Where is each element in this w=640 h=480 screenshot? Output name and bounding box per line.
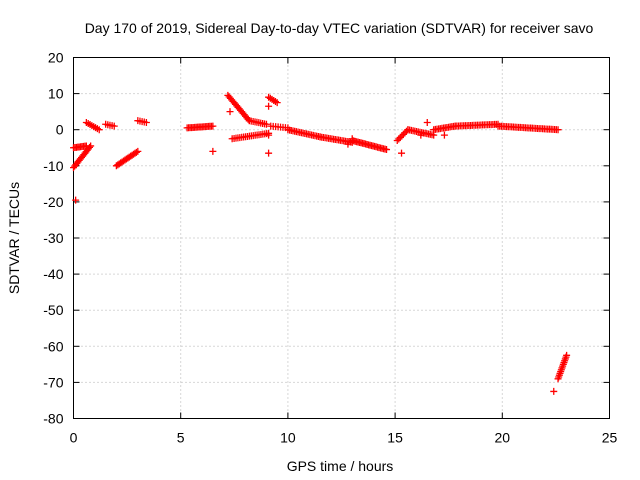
data-point: [396, 133, 404, 141]
data-point: [86, 143, 94, 151]
data-point: [142, 118, 150, 126]
data-point: [398, 149, 406, 157]
data-point: [95, 126, 103, 134]
x-tick-label: 10: [280, 430, 296, 446]
data-point: [423, 118, 431, 126]
data-point: [72, 196, 80, 204]
x-tick-label: 20: [495, 430, 511, 446]
chart-title: Day 170 of 2019, Sidereal Day-to-day VTE…: [85, 20, 594, 36]
data-point: [265, 102, 273, 110]
data-point: [383, 146, 391, 154]
data-point: [393, 137, 401, 145]
x-tick-label: 5: [177, 430, 185, 446]
data-point: [563, 351, 571, 359]
y-tick-label: -20: [43, 194, 63, 210]
y-axis-label: SDTVAR / TECUs: [6, 182, 22, 294]
data-point: [344, 140, 352, 148]
y-tick-label: -40: [43, 266, 63, 282]
data-point: [440, 131, 448, 139]
data-point: [273, 99, 281, 107]
data-point: [209, 122, 217, 130]
data-point: [134, 147, 142, 155]
x-tick-labels: 0 5 10 15 20 25: [70, 430, 618, 446]
x-tick-label: 25: [602, 430, 618, 446]
data-point: [417, 131, 425, 139]
data-point: [398, 132, 406, 140]
y-tick-label: 0: [56, 122, 64, 138]
x-tick-label: 0: [70, 430, 78, 446]
data-point: [554, 126, 562, 134]
data-point: [348, 135, 356, 143]
data-point: [265, 131, 273, 139]
y-tick-label: -80: [43, 411, 63, 427]
data-point: [226, 108, 234, 116]
x-tick-label: 15: [387, 430, 403, 446]
y-tick-label: -10: [43, 158, 63, 174]
y-tick-label: -30: [43, 230, 63, 246]
y-tick-label: 10: [48, 86, 64, 102]
data-points: [70, 91, 571, 395]
y-tick-label: 20: [48, 50, 64, 66]
data-point: [110, 122, 118, 130]
y-tick-label: -70: [43, 374, 63, 390]
y-tick-label: -50: [43, 302, 63, 318]
plot-frame: [73, 57, 610, 419]
y-tick-labels: 20 10 0 -10 -20 -30 -40 -50 -60 -70 -80: [43, 50, 63, 427]
data-point: [401, 129, 409, 137]
data-point: [399, 130, 407, 138]
data-point: [402, 127, 410, 135]
data-point: [132, 148, 140, 156]
data-point: [395, 135, 403, 143]
data-point: [82, 142, 90, 150]
data-point: [209, 147, 217, 155]
data-point: [265, 149, 273, 157]
data-point: [550, 387, 558, 395]
y-tick-label: -60: [43, 338, 63, 354]
x-axis-label: GPS time / hours: [287, 458, 394, 474]
grid: [73, 57, 610, 419]
data-point: [262, 120, 270, 128]
